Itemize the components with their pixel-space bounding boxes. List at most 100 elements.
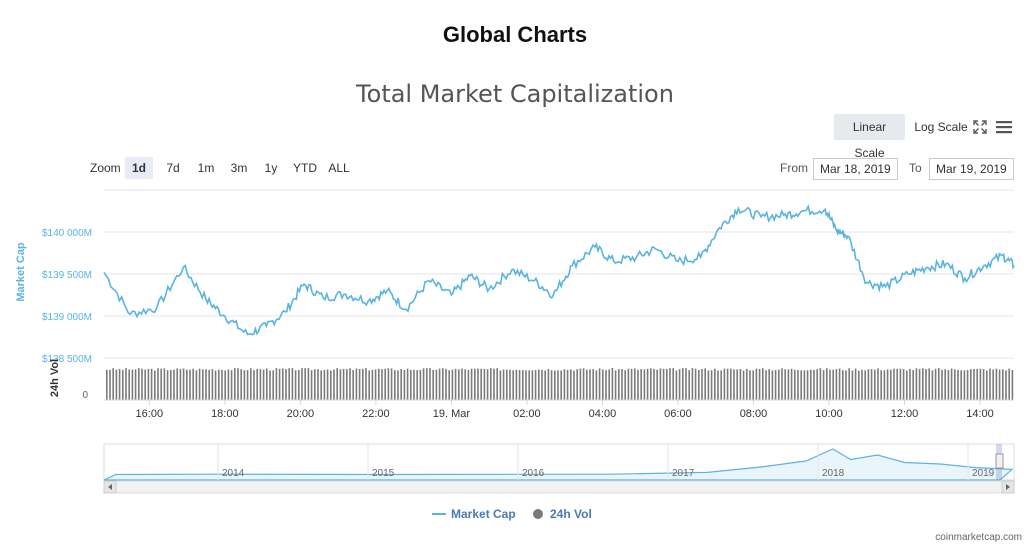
fullscreen-icon[interactable] [972,119,988,135]
volume-bar [934,368,937,400]
volume-bar [797,370,799,400]
zoom-button-1m[interactable]: 1m [197,161,215,175]
linear-scale-button[interactable]: Linear Scale [834,114,905,160]
volume-bar [406,368,409,400]
legend-volume[interactable]: 24h Vol [550,507,592,521]
volume-bar [358,369,361,400]
volume-bar [355,368,358,400]
volume-bar [944,369,946,400]
volume-bar [534,370,537,400]
volume-bar [256,368,258,400]
volume-bar [240,369,242,400]
market-cap-line [103,204,1015,336]
volume-bar [877,368,879,400]
volume-bar [640,369,642,400]
volume-bar [173,369,175,400]
navigator-scrollbar[interactable] [103,480,1015,494]
zoom-button-all[interactable]: ALL [328,161,350,175]
legend-market-cap[interactable]: Market Cap [451,507,516,521]
volume-bar [208,369,210,400]
navigator-year-label: 2015 [372,468,395,479]
volume-bar [966,370,969,400]
volume-bar [592,369,594,400]
volume-bar [467,370,470,400]
volume-bar [778,369,780,400]
volume-bar [330,370,332,400]
volume-bar [438,368,441,400]
volume-bar [656,369,658,400]
x-tick-label: 16:00 [136,408,164,420]
zoom-button-7d[interactable]: 7d [166,161,180,175]
volume-bar [986,370,988,400]
volume-bar [874,369,876,400]
volume-bar [630,368,633,400]
zoom-button-ytd[interactable]: YTD [293,161,317,175]
volume-bar [317,369,319,400]
volume-bar [346,369,348,400]
log-scale-button[interactable]: Log Scale [914,120,968,134]
volume-bar [474,368,476,400]
volume-bar [314,369,316,400]
volume-bar [416,370,418,400]
volume-bar [954,369,956,400]
volume-bar [464,369,466,400]
y-axis-label: Market Cap [15,242,27,302]
volume-bar [214,370,217,400]
volume-bar [774,369,777,400]
volume-bar [598,368,601,400]
volume-bar [506,369,508,400]
credit-link[interactable]: coinmarketcap.com [935,532,1022,543]
volume-bar [733,369,735,400]
volume-bar [410,369,412,400]
volume-bar [624,370,626,400]
zoom-button-1y[interactable]: 1y [264,161,278,175]
volume-bar [758,369,761,400]
volume-bar [150,368,153,400]
volume-bar [234,368,236,400]
to-label: To [909,161,922,175]
to-date-input[interactable]: Mar 19, 2019 [929,158,1014,180]
zoom-button-3m[interactable]: 3m [230,161,248,175]
volume-bar [582,368,585,400]
volume-bar [237,368,239,400]
volume-bar [179,369,182,400]
volume-bar [704,368,706,400]
volume-bar [637,369,639,400]
volume-bar [454,368,457,400]
volume-bar [227,369,230,400]
navigator[interactable]: 2014 2015 2016 2017 2018 2019 [103,443,1015,494]
volume-bar [950,368,953,400]
volume-bar [589,369,591,400]
volume-bar [272,370,274,400]
volume-bar [544,370,546,400]
volume-bar [720,370,722,400]
x-tick-label: 20:00 [287,408,315,420]
hamburger-menu-icon[interactable] [995,119,1013,135]
volume-bar [730,368,732,400]
from-date-input[interactable]: Mar 18, 2019 [813,158,898,180]
zoom-button-1d[interactable]: 1d [125,157,153,179]
volume-bar [602,369,604,400]
navigator-handle[interactable] [995,453,1004,469]
volume-bar [896,368,898,400]
volume-axis-label: 24h Vol [49,359,61,397]
volume-bar [323,370,326,400]
volume-bar [186,369,188,400]
volume-bar [918,369,921,400]
x-tick-label: 22:00 [362,408,390,420]
volume-bar [154,370,156,400]
volume-bar [614,370,617,400]
page-title: Global Charts [442,22,588,47]
volume-bar [413,369,415,400]
x-tick-label: 18:00 [211,408,239,420]
volume-bar [931,370,934,400]
volume-bar [1005,370,1007,400]
y-tick-label: $139 000M [42,312,92,323]
volume-bar [435,369,438,400]
navigator-year-label: 2019 [972,468,995,479]
volume-bar [278,368,281,400]
volume-bar [307,368,310,400]
volume-bar [790,368,793,400]
y-tick-label: $138 500M [42,354,92,365]
